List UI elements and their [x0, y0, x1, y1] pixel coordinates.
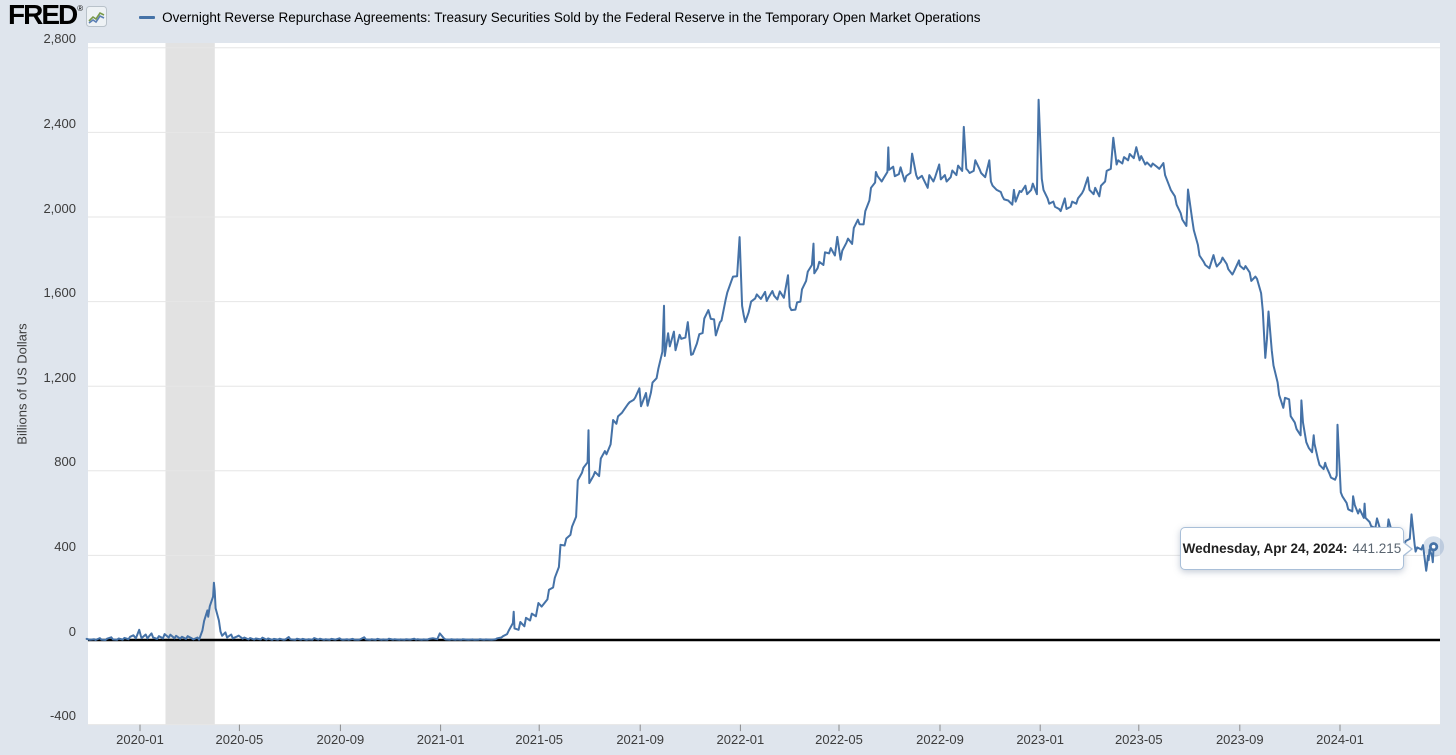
x-axis-tick-label: 2023-09 [1215, 732, 1264, 747]
y-axis-tick-label: 800 [54, 454, 76, 470]
x-axis-tick-label: 2024-01 [1316, 732, 1364, 747]
y-axis-tick-label: -400 [49, 708, 76, 724]
x-axis-tick-label: 2020-01 [116, 732, 164, 747]
registered-trademark: ® [77, 4, 84, 13]
x-axis-tick-label: 2021-01 [416, 732, 465, 747]
y-axis-tick-label: 1,200 [43, 369, 76, 385]
x-axis-tick-marks [139, 724, 1341, 732]
x-axis-tick-label: 2020-05 [215, 732, 264, 747]
fred-logo-text: FRED [8, 0, 78, 30]
y-axis-title: Billions of US Dollars [14, 323, 30, 445]
y-axis-tick-label: 1,600 [43, 285, 76, 301]
active-point-center [1431, 544, 1436, 549]
legend: Overnight Reverse Repurchase Agreements:… [139, 9, 981, 25]
x-axis-tick-label: 2020-09 [316, 732, 365, 747]
gridlines [88, 47, 1440, 726]
tooltip-arrow-fill [1402, 542, 1411, 556]
y-axis-tick-label: 2,000 [43, 200, 76, 216]
y-axis-tick-label: 2,800 [43, 31, 76, 47]
x-axis-tick-label: 2021-05 [515, 732, 564, 747]
y-axis-tick-label: 0 [68, 623, 76, 639]
tooltip: Wednesday, Apr 24, 2024: 441.215 [1180, 527, 1413, 570]
recession-band [165, 43, 215, 725]
chart-header: FRED ® Overnight Reverse Repurchase Agre… [0, 0, 1456, 34]
tooltip-value: 441.215 [1352, 541, 1402, 556]
legend-label: Overnight Reverse Repurchase Agreements:… [162, 9, 981, 25]
legend-line-marker [139, 15, 156, 19]
x-axis-tick-label: 2022-01 [716, 732, 765, 747]
y-axis-tick-label: 2,400 [43, 115, 76, 131]
fred-sparkline-icon [86, 6, 108, 32]
fred-logo[interactable]: FRED ® [8, 0, 108, 32]
data-line [85, 98, 1435, 641]
x-axis-tick-label: 2022-05 [815, 732, 863, 747]
x-axis-tick-label: 2023-05 [1114, 732, 1163, 747]
x-axis-tick-label: 2021-09 [616, 732, 665, 747]
y-axis-tick-label: 400 [54, 538, 76, 554]
plot-area[interactable] [88, 43, 1440, 725]
x-axis-tick-label: 2022-09 [916, 732, 964, 747]
tooltip-date: Wednesday, Apr 24, 2024: [1182, 541, 1348, 556]
x-axis-tick-label: 2023-01 [1016, 732, 1065, 747]
